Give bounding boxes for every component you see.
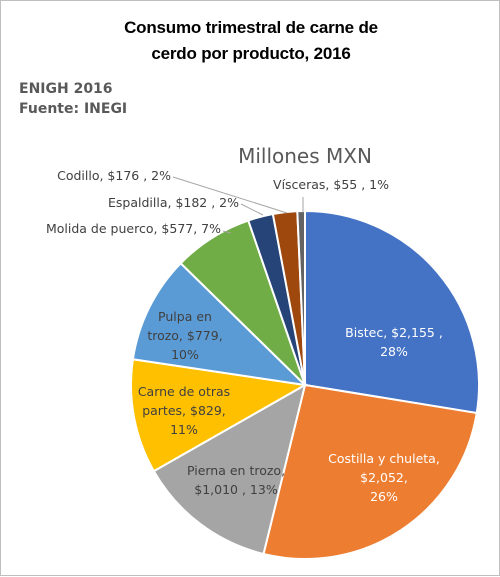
pie-slice-visceras	[296, 209, 306, 386]
pie-chart-title: Millones MXN	[238, 144, 372, 168]
source-survey: ENIGH 2016	[19, 81, 113, 97]
data-label-carne-de-otras-partes: Carne de otras partes, $829, 11%	[138, 384, 230, 437]
data-label-bistec: Bistec, $2,155 , 28%	[345, 325, 443, 359]
pie-slice-costilla-y-chuleta	[262, 383, 478, 560]
leader-line-codillo	[172, 176, 288, 214]
leader-line-espaldilla	[240, 203, 264, 216]
chart-title-line-2: cerdo por producto, 2016	[151, 44, 351, 63]
data-label-molida-de-puerco: Molida de puerco, $577, 7%	[46, 221, 221, 236]
data-label-pierna-en-trozo: Pierna en trozo, $1,010 , 13%	[187, 463, 285, 497]
data-label-espaldilla: Espaldilla, $182 , 2%	[108, 195, 239, 210]
data-label-codillo: Codillo, $176 , 2%	[57, 168, 171, 183]
pie-slice-bistec	[304, 209, 480, 415]
chart-title: Consumo trimestral de carne de cerdo por…	[1, 15, 500, 67]
data-label-visceras: Vísceras, $55 , 1%	[273, 177, 389, 192]
pie-slice-pierna-en-trozo	[152, 382, 307, 556]
source-note: ENIGH 2016 Fuente: INEGI	[19, 79, 127, 119]
data-label-costilla-y-chuleta: Costilla y chuleta, $2,052, 26%	[328, 451, 440, 504]
data-label-pulpa-en-trozo: Pulpa en trozo, $779, 10%	[147, 309, 222, 362]
pie-slice-carne-de-otras-partes	[130, 358, 309, 473]
leader-line-molida-de-puerco	[222, 230, 232, 234]
pie-slice-pulpa-en-trozo	[131, 261, 308, 387]
source-agency: Fuente: INEGI	[19, 101, 128, 117]
chart-title-line-1: Consumo trimestral de carne de	[124, 18, 378, 37]
